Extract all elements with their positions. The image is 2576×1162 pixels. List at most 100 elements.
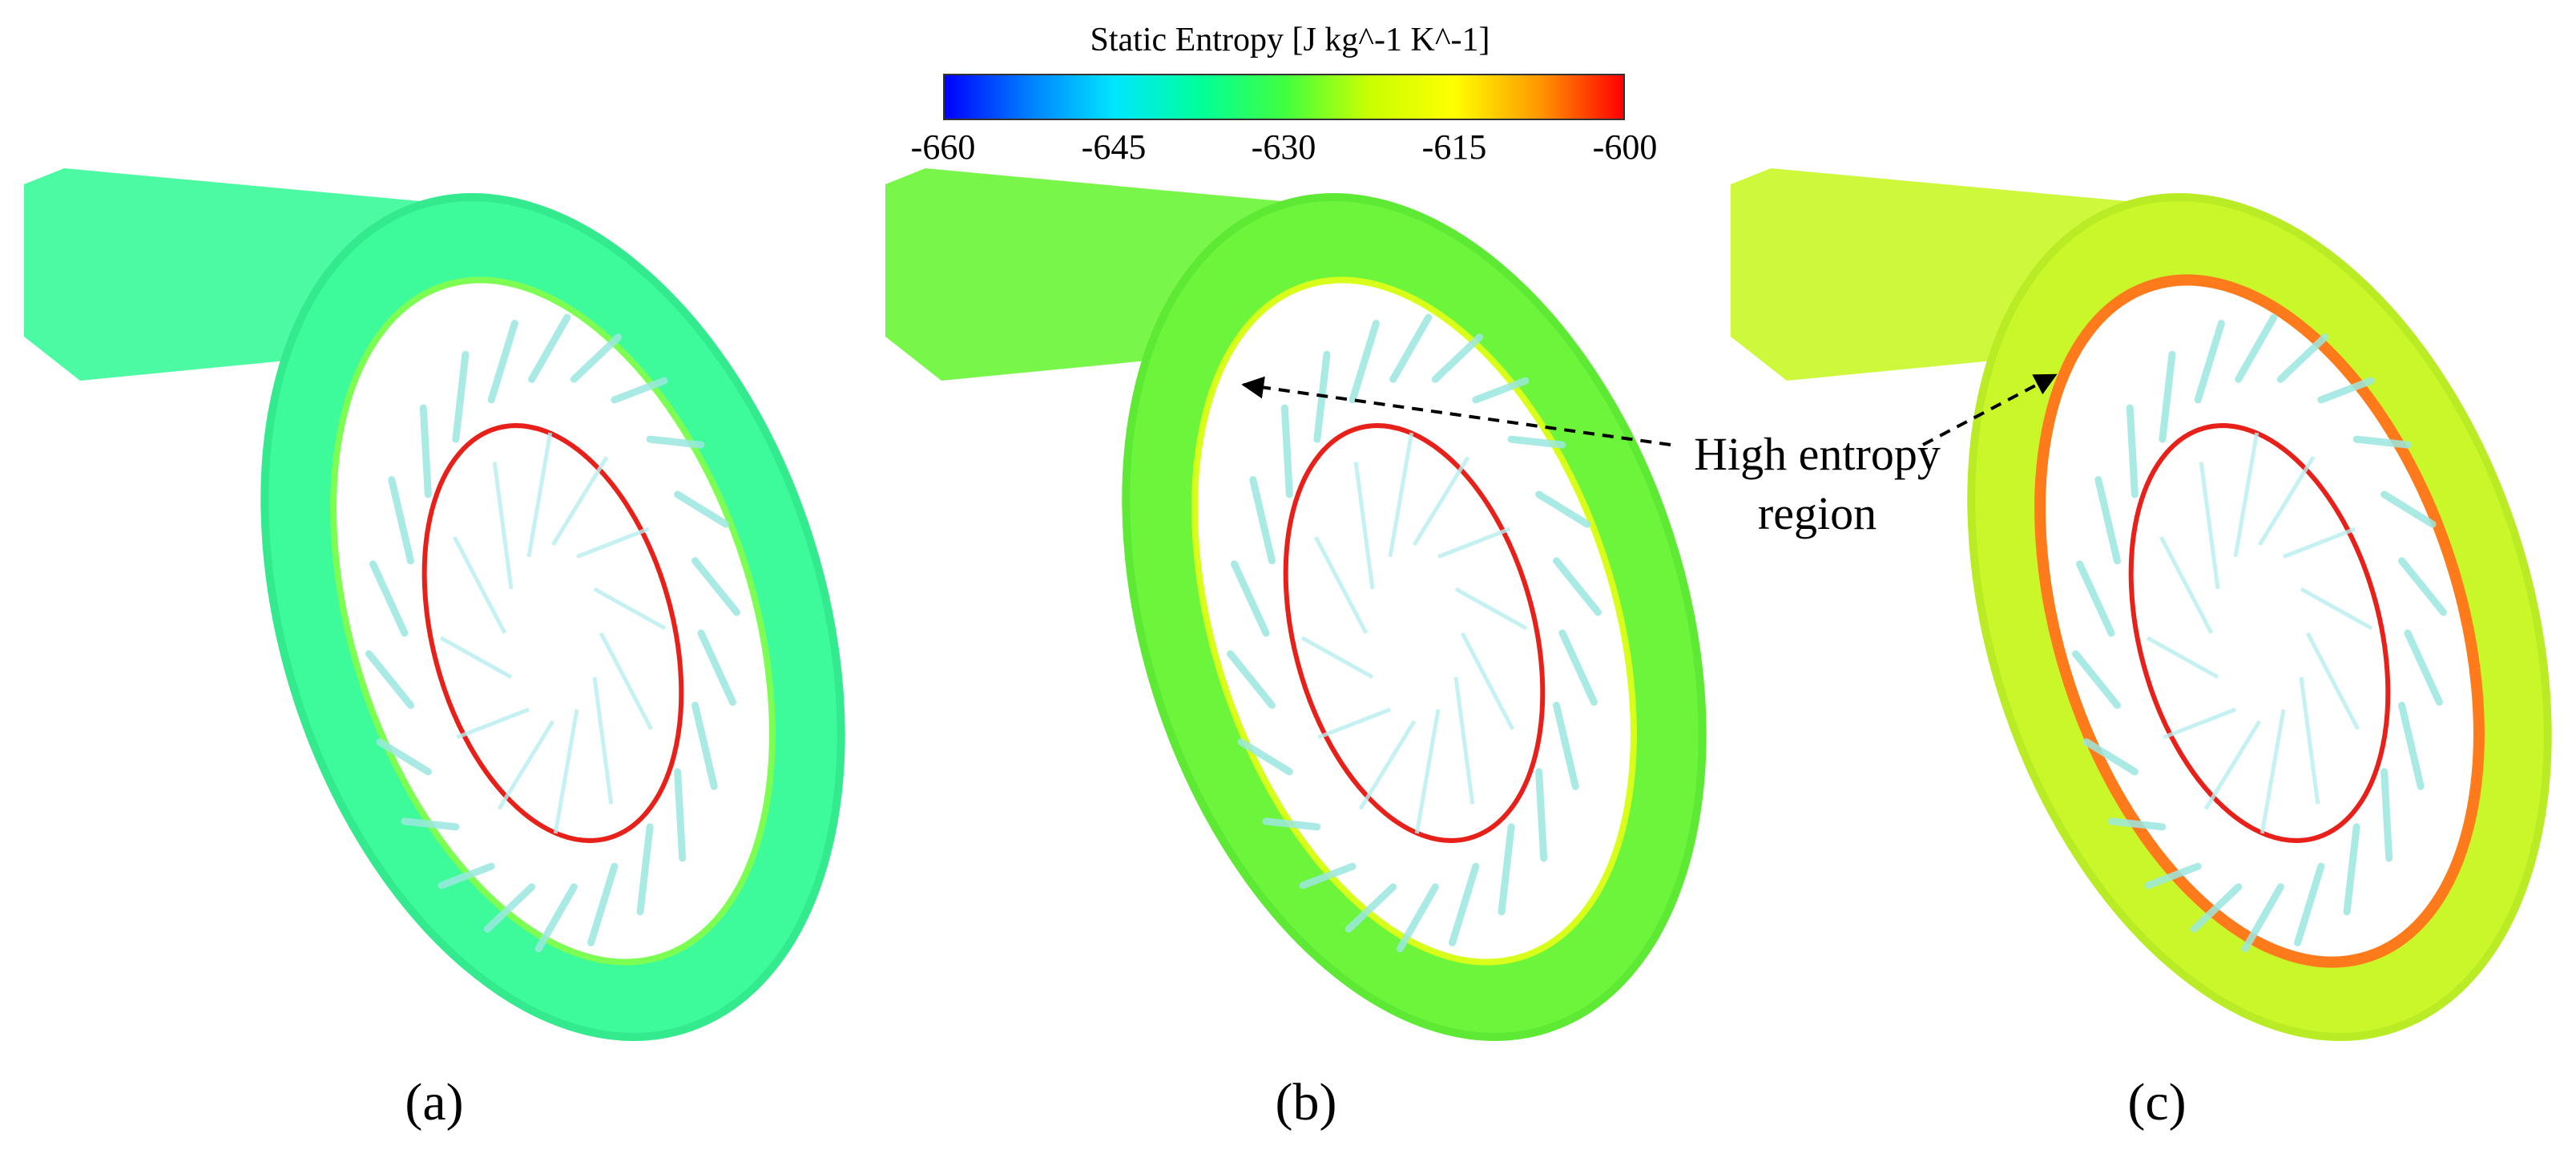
guide-vane: [1472, 377, 1530, 404]
high-entropy-annotation: High entropy region: [1673, 425, 1961, 543]
guide-vane: [2241, 883, 2284, 953]
guide-vane: [1396, 883, 1439, 953]
panel-label-b: (b): [1275, 1073, 1337, 1132]
guide-vane: [369, 560, 409, 637]
guide-vane: [570, 333, 623, 383]
guide-vane: [1535, 490, 1591, 528]
panel-a-volute: [24, 168, 845, 1041]
impeller-blade: [456, 707, 530, 740]
guide-vane: [2194, 320, 2225, 404]
guide-vane: [1553, 557, 1602, 616]
guide-vane: [1280, 404, 1293, 498]
colorbar-gradient: [943, 74, 1625, 120]
panel-label-c: (c): [2127, 1073, 2187, 1132]
impeller-blade: [1300, 635, 1374, 680]
impeller-blade: [2260, 708, 2286, 834]
panel-c-impeller-ring: [2128, 423, 2391, 843]
guide-vane: [388, 476, 414, 565]
guide-vane: [2235, 313, 2278, 383]
guide-vane: [2380, 490, 2437, 528]
guide-vane: [2276, 333, 2329, 383]
guide-vane: [1431, 333, 1484, 383]
guide-vane: [2294, 862, 2325, 946]
guide-vane: [2190, 883, 2243, 933]
guide-vane: [1226, 650, 1276, 709]
colorbar-tick: -660: [910, 127, 976, 167]
guide-vane: [534, 883, 578, 953]
panel-c-blades: [2071, 313, 2448, 953]
impeller-blade: [492, 462, 514, 590]
guide-vane: [1498, 823, 1515, 916]
guide-vane: [2144, 862, 2202, 890]
impeller-blade: [1453, 676, 1475, 805]
panel-b-impeller-ring: [1283, 423, 1546, 843]
impeller-blade: [2233, 432, 2260, 558]
guide-vane: [2159, 350, 2176, 443]
guide-vane: [419, 404, 432, 498]
guide-vane: [611, 377, 668, 404]
impeller-blade: [2199, 462, 2220, 590]
panel-a-blades: [365, 313, 741, 953]
guide-vane: [1449, 862, 1480, 946]
guide-vane: [587, 862, 619, 946]
guide-vane: [1299, 862, 1357, 890]
panel-b-volute: [885, 168, 1707, 1041]
panel-b-blades: [1226, 313, 1602, 953]
guide-vane: [1389, 313, 1433, 383]
impeller-blade: [1414, 708, 1441, 834]
impeller-blade: [1313, 535, 1369, 635]
guide-vane: [691, 557, 741, 616]
guide-vane: [691, 701, 718, 790]
annotation-arrow-c: [1922, 373, 2058, 446]
guide-vane: [697, 629, 736, 706]
guide-vane: [2352, 435, 2412, 449]
guide-vane: [483, 883, 536, 933]
impeller-blade: [1388, 432, 1414, 558]
impeller-blade: [593, 587, 667, 631]
impeller-blade: [1454, 587, 1528, 631]
annotation-arrow-b: [1241, 376, 1671, 446]
annotation-line-1: High entropy: [1694, 428, 1941, 480]
impeller-blade: [1317, 707, 1391, 740]
guide-vane: [2071, 650, 2121, 709]
guide-vane: [2404, 629, 2443, 706]
guide-vane: [365, 650, 414, 709]
impeller-blade: [1412, 456, 1470, 547]
guide-vane: [1507, 435, 1566, 449]
colorbar-tick: -600: [1592, 127, 1658, 167]
colorbar-title: Static Entropy [J kg^-1 K^-1]: [1090, 22, 1490, 59]
guide-vane: [1231, 560, 1270, 637]
impeller-blade: [550, 456, 609, 547]
impeller-blade: [1358, 720, 1417, 810]
impeller-blade: [452, 535, 507, 635]
impeller-blade: [2305, 631, 2360, 731]
guide-vane: [1249, 476, 1276, 565]
impeller-blade: [526, 432, 553, 558]
panel-c-volute: [1731, 168, 2552, 1041]
guide-vane: [1344, 883, 1397, 933]
colorbar-tick: -630: [1251, 127, 1316, 167]
guide-vane: [487, 320, 518, 404]
annotation-line-2: region: [1757, 487, 1877, 539]
guide-vane: [2343, 823, 2360, 916]
guide-vane: [1348, 320, 1380, 404]
guide-vane: [401, 817, 460, 831]
impeller-blade: [599, 631, 654, 731]
guide-vane: [2317, 377, 2375, 404]
impeller-blade: [2299, 676, 2320, 805]
impeller-blade: [2283, 527, 2356, 559]
impeller-blade: [576, 527, 650, 559]
guide-vane: [1262, 817, 1321, 831]
guide-vane: [528, 313, 571, 383]
guide-vane: [646, 435, 705, 449]
impeller-blade: [2257, 456, 2316, 547]
impeller-blade: [592, 676, 614, 805]
impeller-blade: [439, 635, 513, 680]
impeller-blade: [1437, 527, 1511, 559]
guide-vane: [2107, 817, 2167, 831]
guide-vane: [2380, 768, 2393, 862]
impeller-blade: [2300, 587, 2373, 631]
guide-vane: [1558, 629, 1598, 706]
